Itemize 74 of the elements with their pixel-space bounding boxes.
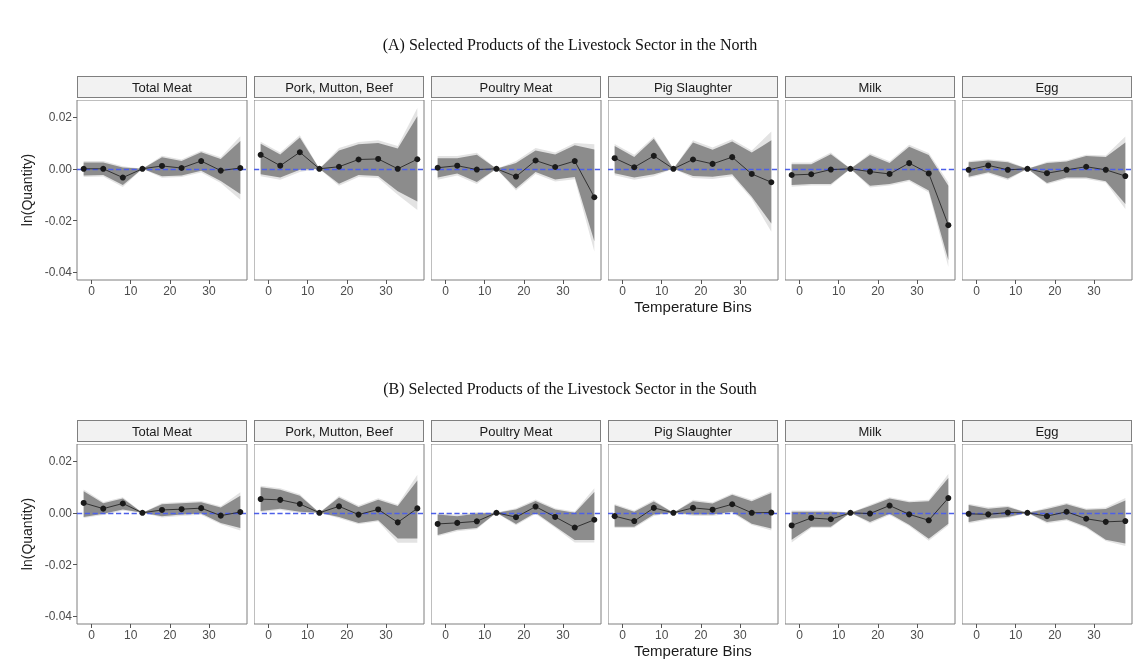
x-tick-label: 0 bbox=[442, 628, 450, 642]
x-tick-label: 0 bbox=[265, 284, 273, 298]
x-tick-label: 20 bbox=[871, 628, 885, 642]
chart-title: Egg bbox=[962, 420, 1132, 442]
x-tick-label: 10 bbox=[1008, 284, 1023, 298]
x-tick-label: 0 bbox=[88, 284, 96, 298]
x-axis-title: Temperature Bins bbox=[633, 642, 753, 659]
chart-title: Pork, Mutton, Beef bbox=[254, 420, 424, 442]
x-tick-label: 0 bbox=[88, 628, 96, 642]
y-tick-label: 0.00 bbox=[48, 161, 73, 176]
x-tick-label: 20 bbox=[694, 284, 708, 298]
chart-title: Pig Slaughter bbox=[608, 420, 778, 442]
x-tick-label: 30 bbox=[379, 284, 393, 298]
chart-title: Total Meat bbox=[77, 76, 247, 98]
chart-title: Milk bbox=[785, 76, 955, 98]
x-tick-label: 10 bbox=[123, 628, 138, 642]
text: (B) Selected Products of the Livestock Sector in the South bbox=[382, 380, 758, 398]
x-tick-label: 20 bbox=[340, 284, 354, 298]
chart-title: Total Meat bbox=[77, 420, 247, 442]
y-axis-title: ln(Quantity) bbox=[18, 153, 35, 227]
x-tick-label: 10 bbox=[831, 284, 846, 298]
x-tick-label: 20 bbox=[694, 628, 708, 642]
x-tick-label: 30 bbox=[910, 628, 924, 642]
x-tick-label: 30 bbox=[1087, 284, 1101, 298]
y-axis-title: ln(Quantity) bbox=[18, 497, 35, 571]
x-tick-label: 0 bbox=[442, 284, 450, 298]
y-tick-label: -0.04 bbox=[44, 265, 73, 280]
x-tick-label: 20 bbox=[517, 628, 531, 642]
x-tick-label: 10 bbox=[831, 628, 846, 642]
y-tick-label: -0.02 bbox=[44, 213, 73, 228]
y-tick-label: 0.00 bbox=[48, 505, 73, 520]
x-tick-label: 10 bbox=[300, 284, 315, 298]
chart-title: Pork, Mutton, Beef bbox=[254, 76, 424, 98]
x-tick-label: 30 bbox=[910, 284, 924, 298]
x-tick-label: 30 bbox=[556, 628, 570, 642]
x-tick-label: 10 bbox=[654, 628, 669, 642]
chart-title: Egg bbox=[962, 76, 1132, 98]
x-tick-label: 30 bbox=[556, 284, 570, 298]
x-tick-label: 30 bbox=[733, 628, 747, 642]
x-tick-label: 10 bbox=[123, 284, 138, 298]
x-tick-label: 0 bbox=[973, 628, 981, 642]
x-tick-label: 10 bbox=[477, 628, 492, 642]
x-tick-label: 20 bbox=[340, 628, 354, 642]
x-tick-label: 0 bbox=[619, 628, 627, 642]
x-tick-label: 30 bbox=[733, 284, 747, 298]
x-tick-label: 0 bbox=[265, 628, 273, 642]
x-tick-label: 0 bbox=[973, 284, 981, 298]
x-tick-label: 20 bbox=[163, 284, 177, 298]
x-tick-label: 20 bbox=[163, 628, 177, 642]
x-tick-label: 30 bbox=[379, 628, 393, 642]
x-tick-label: 0 bbox=[796, 628, 804, 642]
x-axis-title: Temperature Bins bbox=[633, 298, 753, 315]
x-tick-label: 10 bbox=[300, 628, 315, 642]
x-tick-label: 20 bbox=[871, 284, 885, 298]
x-tick-label: 20 bbox=[1048, 628, 1062, 642]
x-tick-label: 30 bbox=[202, 628, 216, 642]
x-tick-label: 20 bbox=[517, 284, 531, 298]
x-tick-label: 0 bbox=[796, 284, 804, 298]
y-tick-label: 0.02 bbox=[48, 454, 73, 469]
x-tick-label: 20 bbox=[1048, 284, 1062, 298]
x-tick-label: 10 bbox=[477, 284, 492, 298]
chart-title: Poultry Meat bbox=[431, 76, 601, 98]
chart-title: Pig Slaughter bbox=[608, 76, 778, 98]
x-tick-label: 30 bbox=[202, 284, 216, 298]
x-tick-label: 0 bbox=[619, 284, 627, 298]
x-tick-label: 10 bbox=[1008, 628, 1023, 642]
y-tick-label: -0.02 bbox=[44, 557, 73, 572]
x-tick-label: 30 bbox=[1087, 628, 1101, 642]
chart-title: Poultry Meat bbox=[431, 420, 601, 442]
x-tick-label: 10 bbox=[654, 284, 669, 298]
y-tick-label: 0.02 bbox=[48, 110, 73, 125]
chart-title: Milk bbox=[785, 420, 955, 442]
y-tick-label: -0.04 bbox=[44, 609, 73, 624]
text: (A) Selected Products of the Livestock Sector in the North bbox=[381, 36, 759, 54]
